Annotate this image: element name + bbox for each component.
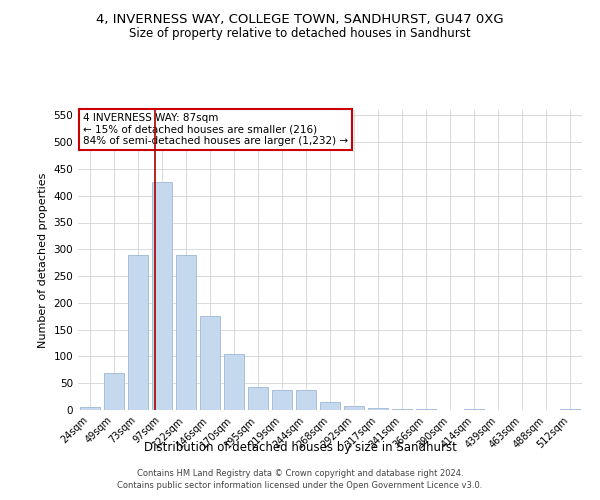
Bar <box>296 390 316 410</box>
Text: Contains HM Land Registry data © Crown copyright and database right 2024.: Contains HM Land Registry data © Crown c… <box>137 468 463 477</box>
Bar <box>80 408 100 410</box>
Bar <box>320 402 340 410</box>
Bar <box>344 406 364 410</box>
Bar <box>368 408 388 410</box>
Text: Size of property relative to detached houses in Sandhurst: Size of property relative to detached ho… <box>129 28 471 40</box>
Text: 4, INVERNESS WAY, COLLEGE TOWN, SANDHURST, GU47 0XG: 4, INVERNESS WAY, COLLEGE TOWN, SANDHURS… <box>96 12 504 26</box>
Bar <box>248 387 268 410</box>
Bar <box>224 354 244 410</box>
Bar <box>560 409 580 410</box>
Text: Distribution of detached houses by size in Sandhurst: Distribution of detached houses by size … <box>143 441 457 454</box>
Bar <box>464 409 484 410</box>
Text: 4 INVERNESS WAY: 87sqm
← 15% of detached houses are smaller (216)
84% of semi-de: 4 INVERNESS WAY: 87sqm ← 15% of detached… <box>83 113 348 146</box>
Bar <box>176 254 196 410</box>
Y-axis label: Number of detached properties: Number of detached properties <box>38 172 48 348</box>
Bar <box>392 409 412 410</box>
Bar <box>272 390 292 410</box>
Bar <box>128 254 148 410</box>
Bar <box>104 372 124 410</box>
Bar <box>152 182 172 410</box>
Text: Contains public sector information licensed under the Open Government Licence v3: Contains public sector information licen… <box>118 481 482 490</box>
Bar <box>200 316 220 410</box>
